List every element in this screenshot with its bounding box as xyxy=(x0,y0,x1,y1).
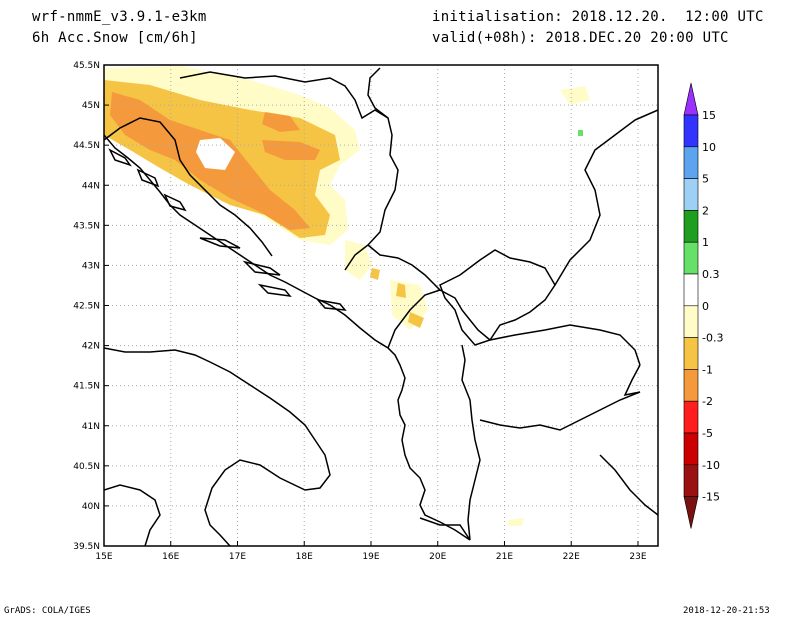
colorbar-swatch xyxy=(683,273,699,307)
lat-tick-labels: 39.5N 40N 40.5N 41N 41.5N 42N 42.5N 43N 43.5N 44N… xyxy=(73,61,109,552)
lon-tick-label: 21E xyxy=(496,552,513,562)
snow-mid-patch xyxy=(396,283,406,298)
colorbar-swatch xyxy=(683,210,699,243)
lat-tick-label: 42.5N xyxy=(73,302,100,312)
lat-tick-label: 43.5N xyxy=(73,221,100,231)
lon-tick-label: 22E xyxy=(563,552,580,562)
snow-light-patch xyxy=(508,518,524,526)
green-patch xyxy=(578,130,583,136)
footer-left: GrADS: COLA/IGES xyxy=(4,606,91,616)
kosovo-border xyxy=(439,249,556,346)
lat-tick-label: 45N xyxy=(82,101,100,111)
colorbar-label: 15 xyxy=(702,109,716,122)
adriatic-island xyxy=(199,237,241,249)
adriatic-island xyxy=(136,168,160,188)
footer-right: 2018-12-20-21:53 xyxy=(683,606,770,616)
croatia-bosnia-border xyxy=(104,117,273,257)
italy-heel xyxy=(104,484,161,546)
lat-tick-label: 45.5N xyxy=(73,61,100,71)
lat-tick-label: 41N xyxy=(82,422,100,432)
snow-field xyxy=(104,66,590,526)
colorbar-label: 0 xyxy=(702,300,709,313)
colorbar-label: -1 xyxy=(702,363,713,376)
snow-white-hole xyxy=(196,138,235,170)
lat-tick-label: 44.5N xyxy=(73,141,100,151)
colorbar-swatch xyxy=(683,400,699,434)
field-title: 6h Acc.Snow [cm/6h] xyxy=(32,30,198,46)
coastlines-borders xyxy=(104,67,658,546)
colorbar-label: -10 xyxy=(702,459,720,472)
lon-tick-label: 20E xyxy=(429,552,446,562)
snow-light-patch xyxy=(560,86,590,105)
albania-macedonia-border xyxy=(461,344,481,541)
colorbar-swatch xyxy=(683,305,699,338)
colorbar-top-arrow xyxy=(683,82,699,116)
colorbar-label: 10 xyxy=(702,141,716,154)
snow-mid-patch xyxy=(408,312,424,328)
colorbar-label: -15 xyxy=(702,491,720,504)
lat-tick-label: 43N xyxy=(82,261,100,271)
colorbar-label: -0.3 xyxy=(702,332,723,345)
serbia-montenegro-border xyxy=(367,244,491,341)
colorbar-label: 0.3 xyxy=(702,268,720,281)
colorbar-swatch xyxy=(683,241,699,275)
lon-tick-label: 18E xyxy=(296,552,313,562)
model-title: wrf-nmmE_v3.9.1-e3km xyxy=(32,9,207,25)
montenegro-albania-border xyxy=(387,289,441,349)
lat-tick-label: 44N xyxy=(82,181,100,191)
italy-coast xyxy=(104,347,331,546)
adriatic-island xyxy=(257,283,292,298)
colorbar-swatch xyxy=(683,114,699,148)
lat-tick-label: 40.5N xyxy=(73,462,100,472)
colorbar-label: -5 xyxy=(702,427,713,440)
valid-time: valid(+08h): 2018.DEC.20 20:00 UTC xyxy=(432,30,729,46)
colorbar-swatch xyxy=(683,464,699,497)
colorbar: 15 10 5 2 1 0.3 0 -0.3 -1 -2 -5 -10 -15 xyxy=(683,82,723,529)
bulgaria-macedonia-border xyxy=(623,364,641,397)
colorbar-swatch xyxy=(683,432,699,466)
bosnia-serbia-border xyxy=(179,71,399,271)
lon-tick-label: 17E xyxy=(229,552,246,562)
danube-border xyxy=(367,67,389,119)
greece-coast-2 xyxy=(419,517,471,541)
lon-tick-label: 15E xyxy=(95,552,112,562)
lat-tick-label: 39.5N xyxy=(73,542,100,552)
colorbar-label: 1 xyxy=(702,236,709,249)
adriatic-island xyxy=(108,148,132,167)
lat-tick-label: 40N xyxy=(82,502,100,512)
adriatic-coast-east xyxy=(104,134,471,541)
adriatic-island xyxy=(163,193,187,212)
lat-tick-label: 42N xyxy=(82,342,100,352)
colorbar-swatch xyxy=(683,369,699,402)
adriatic-island xyxy=(316,298,347,311)
colorbar-swatch xyxy=(683,146,699,179)
snow-light-patch xyxy=(345,240,372,280)
macedonia-north-border xyxy=(489,324,641,366)
lon-tick-label: 16E xyxy=(162,552,179,562)
lon-tick-labels: 15E 16E 17E 18E 19E 20E 21E 22E 23E xyxy=(95,541,647,562)
lon-tick-label: 19E xyxy=(362,552,379,562)
colorbar-swatch xyxy=(683,337,699,370)
adriatic-island xyxy=(242,260,281,276)
gridlines xyxy=(104,65,658,546)
colorbar-swatch xyxy=(683,178,699,211)
bulgaria-serbia-border xyxy=(554,109,658,286)
greece-coast xyxy=(599,454,658,516)
colorbar-label: -2 xyxy=(702,395,713,408)
lon-tick-label: 23E xyxy=(629,552,646,562)
colorbar-label: 2 xyxy=(702,204,709,217)
colorbar-label: 5 xyxy=(702,173,709,186)
init-time: initialisation: 2018.12.20. 12:00 UTC xyxy=(432,9,764,25)
snow-heavy-patch xyxy=(262,112,300,132)
colorbar-bottom-arrow xyxy=(683,496,699,529)
lat-tick-label: 41.5N xyxy=(73,382,100,392)
macedonia-greece-border xyxy=(479,391,641,431)
snow-mid-patch xyxy=(370,268,380,280)
